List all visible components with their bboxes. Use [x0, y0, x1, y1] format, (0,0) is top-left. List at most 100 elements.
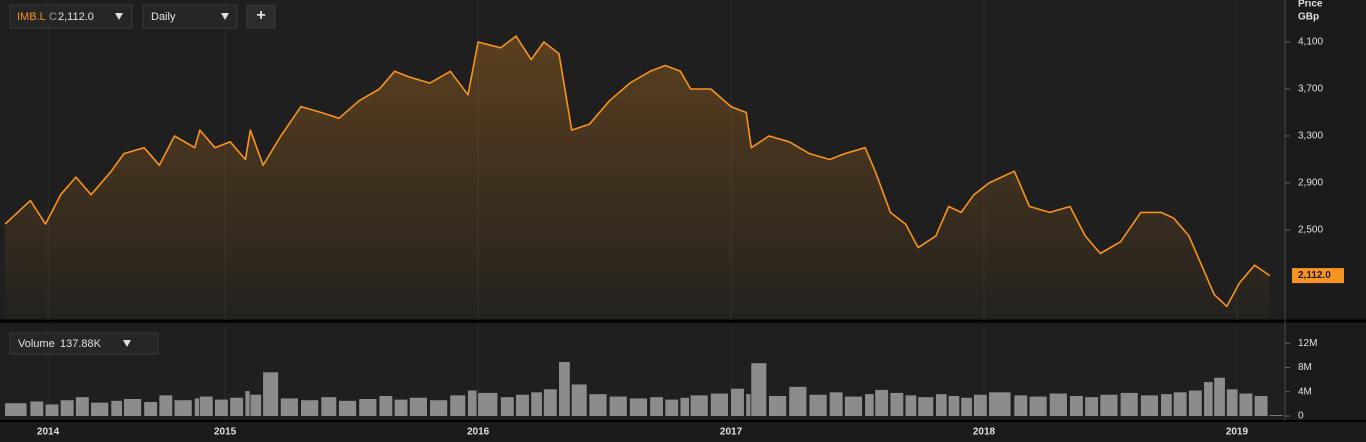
volume-bar: [768, 395, 787, 416]
volume-bar: [30, 401, 44, 416]
y-tick-label: 2,500: [1298, 225, 1323, 236]
volume-bar: [1254, 395, 1268, 416]
volume-bar: [1269, 415, 1283, 416]
volume-bar: [829, 392, 843, 416]
volume-box-bg: [9, 332, 159, 355]
add-icon: +: [256, 7, 265, 24]
volume-bar: [875, 389, 889, 416]
volume-bar: [1226, 389, 1238, 416]
volume-box[interactable]: Volume 137.88K: [9, 332, 159, 355]
volume-bar: [1120, 392, 1138, 416]
volume-bar: [1161, 394, 1172, 416]
y-tick-label: 2,900: [1298, 178, 1323, 189]
volume-bar: [500, 397, 514, 416]
volume-bar: [571, 384, 587, 416]
symbol: IMB.L: [17, 11, 46, 23]
volume-bar: [1239, 393, 1253, 416]
volume-bar: [1069, 395, 1083, 416]
volume-bar: [905, 395, 917, 416]
y-axis-label: Price: [1298, 0, 1323, 10]
symbol-box[interactable]: IMB.L C 2,112.0: [9, 4, 133, 29]
add-button-bg: [246, 4, 276, 29]
volume-bar: [301, 400, 319, 416]
volume-bar: [516, 394, 529, 416]
volume-bar: [918, 397, 934, 416]
volume-bar: [890, 392, 904, 416]
x-tick-label: 2018: [973, 427, 996, 438]
volume-bar: [690, 395, 708, 416]
y-tick-label: 3,700: [1298, 84, 1323, 95]
volume-bar: [338, 400, 357, 416]
volume-bar: [1100, 394, 1118, 416]
volume-bar: [123, 399, 142, 416]
x-tick-label: 2017: [720, 427, 743, 438]
volume-bar: [250, 394, 262, 416]
dropdown-arrow: [221, 13, 229, 20]
volume-bar: [1204, 382, 1213, 416]
volume-tick-label: 8M: [1298, 362, 1312, 373]
price-line: [4, 35, 1271, 308]
symbol-box-bg: [9, 4, 133, 29]
dropdown-arrow: [123, 340, 131, 347]
volume-tick-label: 0: [1298, 411, 1304, 422]
volume-bar: [589, 394, 607, 416]
volume-bar: [215, 399, 228, 416]
volume-bar: [263, 372, 279, 416]
y-unit: GBp: [1298, 12, 1319, 23]
volume-bar: [245, 391, 250, 416]
volume-bar: [1214, 377, 1225, 416]
dropdown-arrow: [115, 13, 123, 20]
volume-bar: [629, 398, 648, 416]
volume-bar: [230, 397, 244, 416]
volume-bar: [559, 361, 570, 416]
volume-label: Volume: [18, 338, 55, 350]
volume-bar: [60, 400, 74, 416]
volume-bar: [199, 396, 213, 416]
volume-bar: [45, 404, 59, 416]
add-button[interactable]: +: [246, 4, 276, 29]
volume-bar: [948, 395, 960, 416]
volume-tick-label: 4M: [1298, 386, 1312, 397]
x-tick-label: 2016: [467, 427, 490, 438]
volume-bar: [467, 390, 477, 416]
volume-bar: [1029, 396, 1047, 416]
volume-bar: [144, 402, 158, 416]
volume-bar: [430, 400, 448, 416]
volume-bar: [75, 397, 89, 416]
volume-bar: [746, 394, 751, 416]
y-tick-label: 4,100: [1298, 37, 1323, 48]
volume-bar: [1188, 390, 1202, 416]
volume-bar: [321, 397, 337, 416]
last-price-tag: 2,112.0: [1292, 268, 1344, 284]
volume-bar: [194, 398, 200, 416]
volume-bar: [989, 392, 1011, 416]
volume-bar: [159, 395, 173, 416]
x-tick-label: 2019: [1226, 427, 1249, 438]
volume-bar: [809, 394, 827, 416]
interval-box[interactable]: Daily: [142, 4, 238, 29]
volume-bar: [650, 397, 663, 416]
volume-bar: [961, 397, 972, 416]
last-price-tag-bg: [1292, 268, 1344, 284]
close-value: 2,112.0: [58, 11, 94, 23]
volume-bar: [174, 400, 192, 416]
volume-bar: [1014, 395, 1028, 416]
volume-bar: [394, 399, 408, 416]
volume-bar: [710, 393, 728, 416]
volume-bar: [751, 363, 767, 416]
volume-bar: [359, 399, 377, 416]
volume-bar: [609, 396, 627, 416]
x-tick-label: 2015: [214, 427, 237, 438]
volume-bar: [280, 398, 298, 416]
volume-bar: [1049, 393, 1067, 416]
interval: Daily: [151, 11, 176, 23]
interval-box-bg: [142, 4, 238, 29]
volume-bar: [1140, 395, 1159, 416]
volume-bar: [543, 389, 557, 416]
volume-bar: [844, 396, 863, 416]
y-tick-label: 3,300: [1298, 131, 1323, 142]
volume-bar: [379, 395, 393, 416]
volume-bar: [450, 395, 466, 416]
volume-tick-label: 12M: [1298, 338, 1317, 349]
